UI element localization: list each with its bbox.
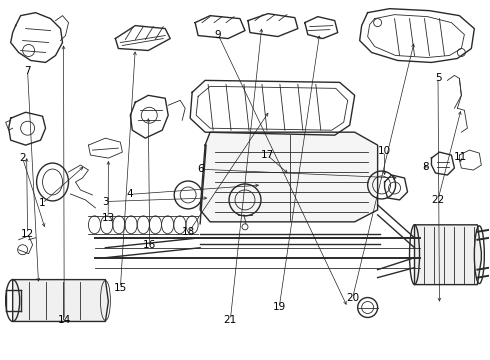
Text: 19: 19: [272, 302, 286, 312]
Polygon shape: [13, 280, 108, 321]
Text: 13: 13: [101, 213, 115, 222]
Text: 22: 22: [431, 195, 444, 205]
Text: 17: 17: [260, 150, 273, 160]
Text: 12: 12: [21, 229, 34, 239]
Text: 15: 15: [114, 283, 127, 293]
Text: 7: 7: [24, 66, 31, 76]
Polygon shape: [415, 225, 481, 285]
Polygon shape: [200, 132, 378, 222]
Text: 21: 21: [224, 315, 237, 325]
Text: 1: 1: [39, 198, 46, 208]
Text: 9: 9: [215, 30, 221, 40]
Text: 8: 8: [422, 162, 429, 172]
Text: 16: 16: [143, 239, 156, 249]
Text: 4: 4: [127, 189, 133, 199]
Text: 18: 18: [182, 227, 196, 237]
Text: 3: 3: [102, 197, 109, 207]
Text: 20: 20: [346, 293, 359, 303]
Text: 11: 11: [453, 152, 466, 162]
Text: 6: 6: [197, 164, 204, 174]
Text: 5: 5: [435, 73, 441, 83]
Text: 14: 14: [58, 315, 71, 325]
Text: 2: 2: [20, 153, 26, 163]
Text: 10: 10: [378, 146, 391, 156]
